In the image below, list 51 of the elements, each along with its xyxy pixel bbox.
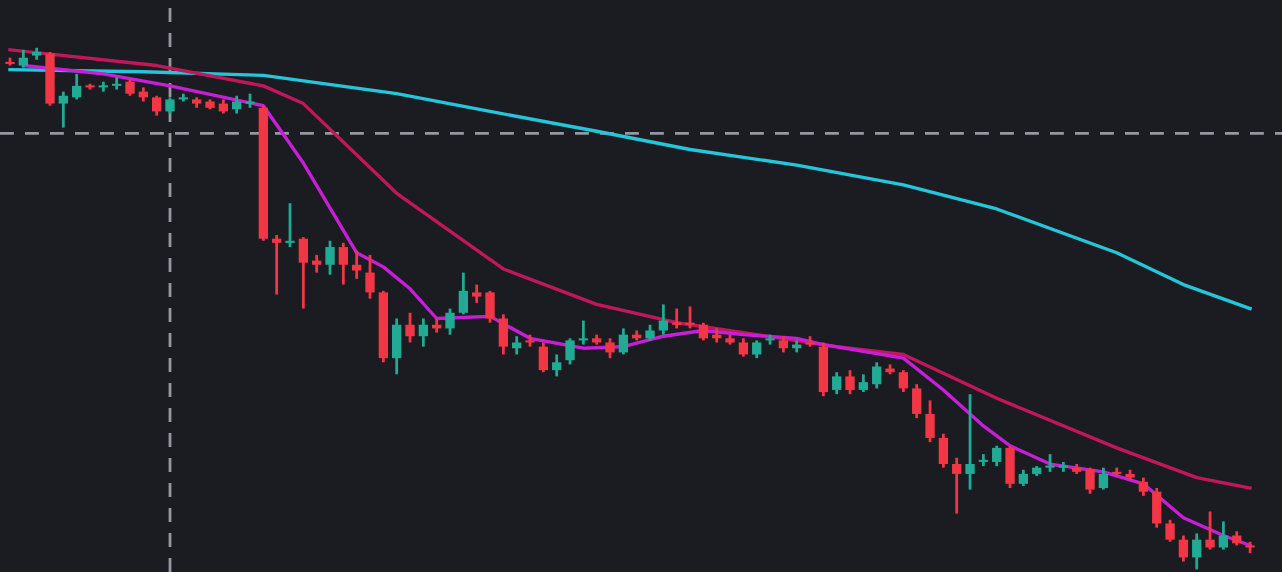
candlestick: [1192, 532, 1202, 571]
candlestick: [272, 233, 282, 296]
candlestick: [285, 201, 295, 249]
candlestick: [618, 327, 629, 356]
candlestick: [912, 382, 922, 420]
candlestick: [472, 283, 482, 305]
candlestick: [392, 317, 402, 376]
candlestick: [298, 235, 309, 310]
candlestick: [738, 336, 749, 358]
candlestick: [1205, 510, 1215, 551]
candlestick: [352, 249, 362, 281]
candlestick: [538, 341, 549, 374]
candlestick: [1005, 444, 1015, 490]
candlestick: [405, 311, 415, 344]
candlestick: [445, 307, 455, 337]
candlestick: [925, 399, 935, 444]
candlestick: [578, 319, 589, 346]
candlestick: [1152, 486, 1162, 530]
candlestick: [72, 72, 82, 101]
candlestick: [498, 312, 509, 356]
candlestick: [1165, 518, 1175, 544]
candlestick: [992, 444, 1002, 468]
candlestick: [965, 392, 975, 491]
candlestick: [952, 456, 962, 515]
candlestick: [485, 289, 495, 325]
candlestick: [112, 76, 122, 91]
candlestick: [672, 307, 682, 330]
candlestick: [898, 368, 909, 394]
candlestick: [978, 452, 989, 468]
candlestick: [818, 341, 829, 398]
candlestick: [458, 271, 469, 316]
candlestick: [338, 241, 349, 286]
candlestick: [512, 334, 522, 356]
candlestick: [605, 336, 615, 360]
candlestick: [685, 305, 695, 330]
candlestick: [938, 432, 949, 470]
candlestick: [1138, 476, 1149, 498]
candlestick: [552, 353, 562, 378]
candlestick: [1098, 466, 1109, 491]
candlestick: [152, 94, 162, 117]
candlestick: [365, 253, 375, 301]
candlestick: [58, 90, 68, 129]
candlestick: [845, 368, 855, 396]
candlestick: [418, 317, 429, 349]
candlestick: [872, 360, 882, 390]
candlestick: [1178, 534, 1189, 563]
candlestick: [325, 239, 335, 277]
candlestick: [1218, 520, 1229, 551]
candlestick: [1085, 466, 1095, 496]
candlestick: [832, 370, 842, 396]
candlestick: [565, 336, 575, 366]
